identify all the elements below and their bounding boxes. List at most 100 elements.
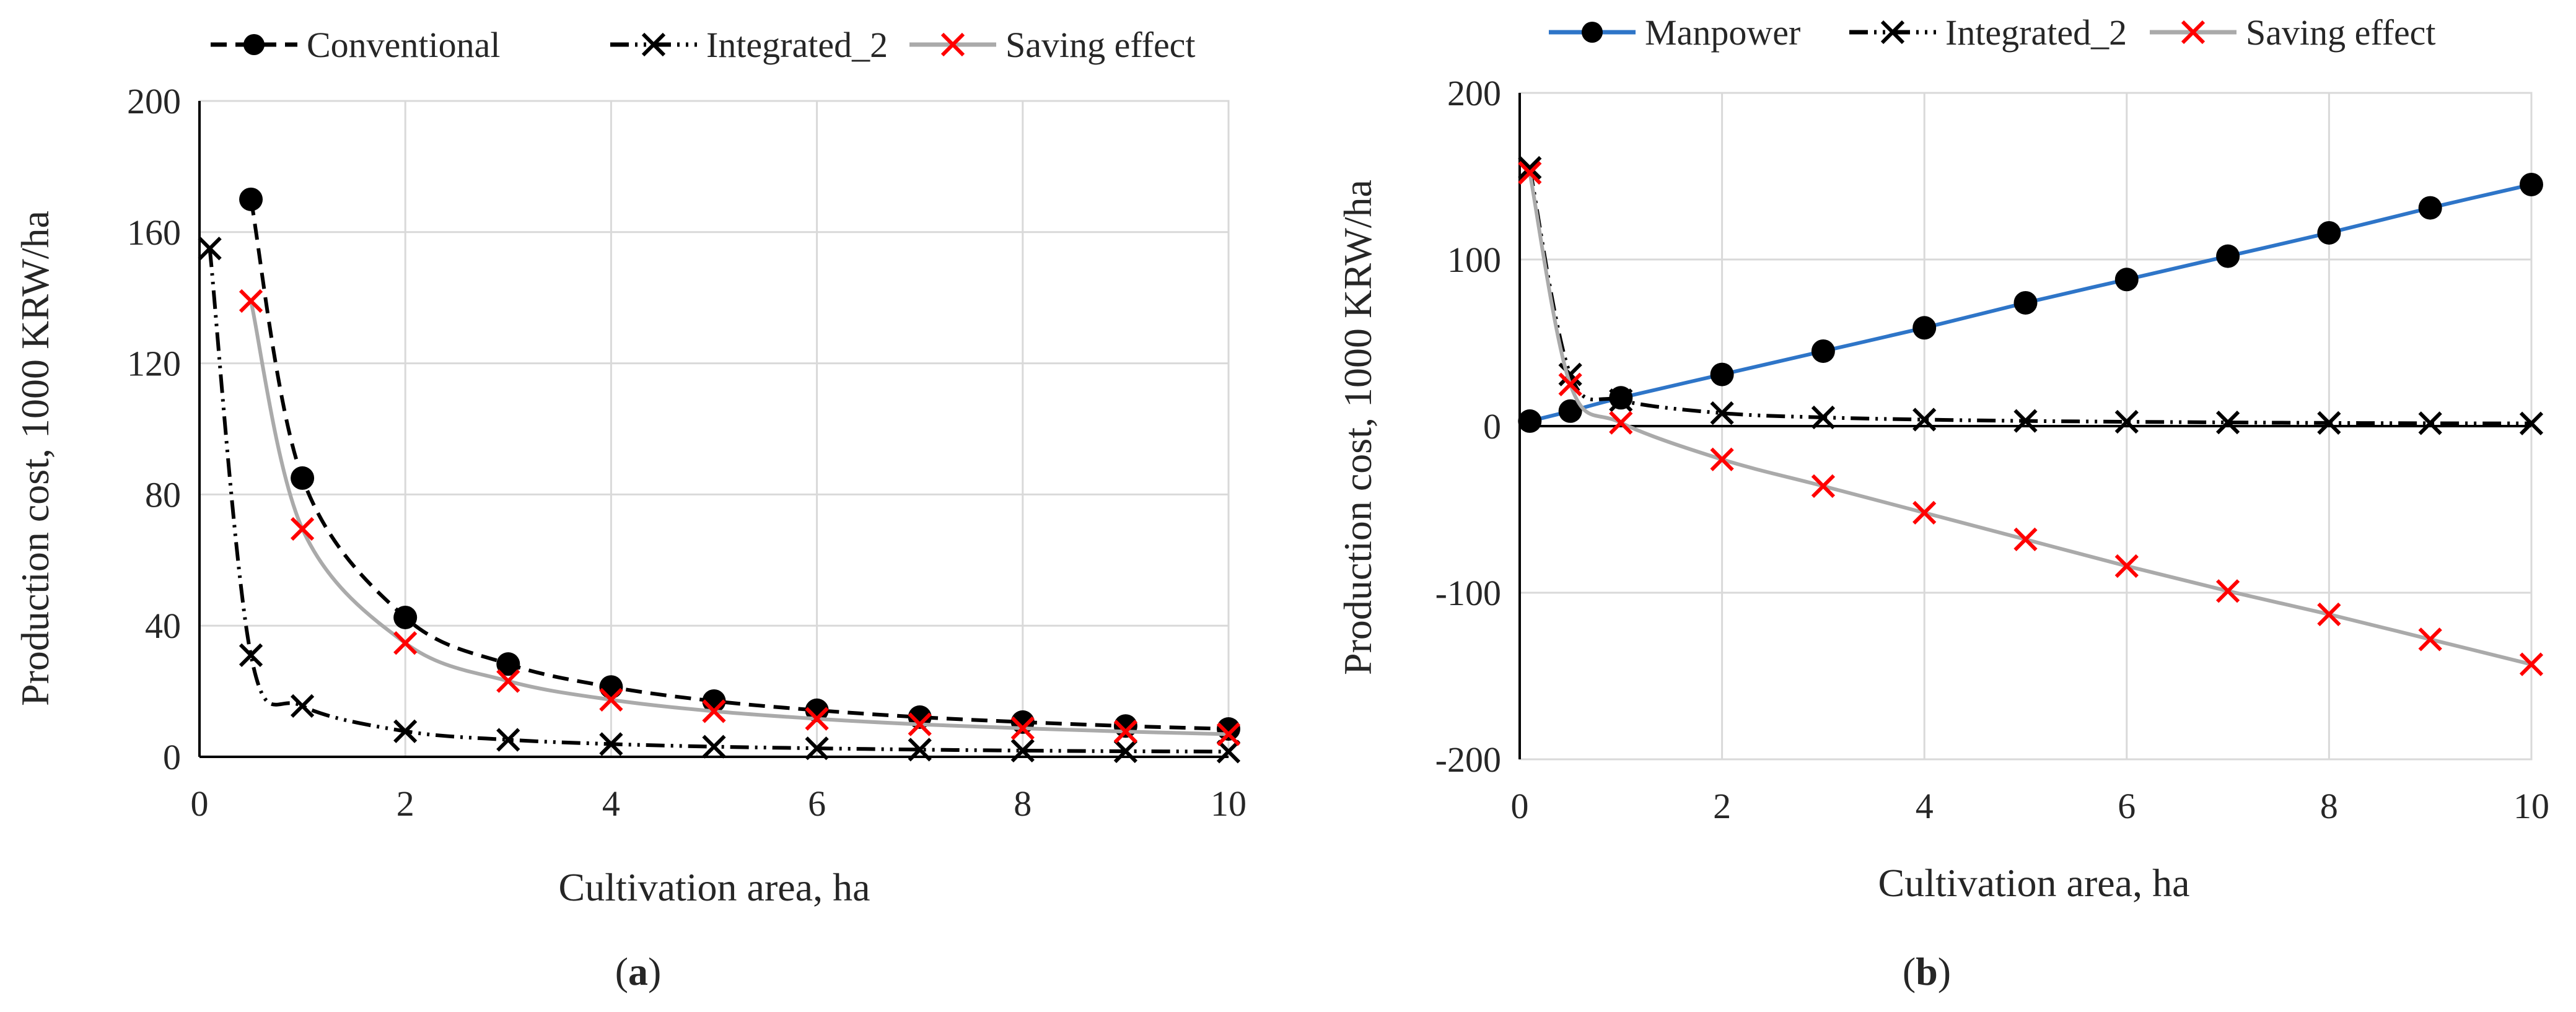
legend-saving-b-label: Saving effect [2246,12,2436,53]
data-point [702,735,726,759]
legend-manpower-label: Manpower [1645,12,1800,53]
y-tick-label: -100 [1435,573,1501,613]
panel-a-gridlines [198,100,1230,758]
panel-a-caption: (a) [615,949,662,993]
data-point [2418,627,2442,652]
series-integrated-2 [198,237,1241,764]
data-point [2418,196,2442,220]
y-tick-label: 120 [127,344,181,384]
data-point [1558,372,1582,396]
panel-b-series [1518,155,2544,676]
legend-integrated-b-marker [1880,20,1905,45]
y-tick-label: 200 [1447,73,1501,113]
data-point [1113,739,1138,764]
x-tick-label: 2 [396,783,414,824]
y-tick-label: -200 [1435,739,1501,780]
data-point [1216,722,1241,746]
panel-a-x-axis-title: Cultivation area, ha [559,865,870,909]
data-point [2317,411,2341,435]
legend-conventional-marker [243,34,265,55]
legend-saving-label: Saving effect [1005,25,1196,65]
data-point [2013,290,2038,315]
data-point [1811,339,1835,363]
y-tick-label: 100 [1447,240,1501,280]
data-point [1518,155,1542,180]
panel-a-tick-labels: 0 2 4 6 8 10 0 40 80 120 160 200 [127,81,1246,824]
y-tick-label: 80 [145,474,181,515]
data-point [805,707,829,731]
data-point [198,237,222,261]
y-tick-label: 160 [127,212,181,253]
panel-b-axes [1518,93,2531,759]
data-point [2215,410,2240,435]
data-point [1609,411,1633,435]
data-point [1010,738,1035,763]
y-tick-label: 0 [1483,406,1501,447]
data-point [702,699,726,723]
panel-b-caption: (b) [1903,949,1951,993]
data-point [1811,405,1836,430]
x-tick-label: 4 [1916,786,1934,826]
data-point [2519,652,2544,676]
data-point [599,732,623,756]
data-point [599,687,623,712]
panel-b-tick-labels: 0 2 4 6 8 10 -200 -100 0 100 200 [1435,73,2549,826]
legend-saving-b-marker [2181,20,2206,45]
panel-b-legend: Manpower Integrated_2 Saving effect [1549,12,2436,53]
data-point [239,289,263,313]
data-point [2013,409,2038,433]
series-manpower [1518,172,2543,433]
data-point [908,738,932,762]
series-line [1528,167,2532,425]
data-point [1912,316,1937,340]
data-point [1518,409,1542,433]
data-point [1558,399,1582,423]
series-line [249,199,1229,731]
data-point [290,517,315,541]
data-point [1710,401,1734,425]
panel-a-series [198,187,1241,764]
series-saving-effect [239,289,1241,746]
x-tick-label: 6 [808,783,826,824]
panel-b-x-axis-title: Cultivation area, ha [1878,861,2190,905]
series-line [1528,172,2532,666]
x-tick-label: 4 [602,783,620,824]
data-point [2013,527,2038,552]
series-saving-effect [1518,160,2544,676]
data-point [2215,579,2240,603]
series-line [1529,183,2532,423]
data-point [1912,408,1937,432]
data-point [1710,362,1734,386]
plot-border [198,100,1230,758]
data-point [290,694,315,718]
y-tick-label: 200 [127,81,181,121]
panel-a-legend: Conventional Integrated_2 Saving effect [211,25,1196,65]
data-point [2114,554,2139,578]
series-line [249,300,1229,736]
data-point [599,675,623,699]
data-point [805,736,829,761]
data-point [1811,474,1836,498]
data-point [239,643,263,667]
data-point [496,669,520,693]
data-point [1113,714,1137,738]
y-tick-label: 0 [163,737,181,777]
legend-integrated-label: Integrated_2 [706,25,888,65]
data-point [908,712,932,736]
data-point [1216,739,1241,764]
series-line [208,248,1229,754]
data-point [2216,244,2240,268]
y-tick-label: 40 [145,606,181,646]
data-point [805,698,829,722]
data-point [393,605,418,629]
x-tick-label: 0 [191,783,209,824]
data-point [1710,447,1734,471]
legend-integrated-b-label: Integrated_2 [1945,12,2127,53]
data-point [239,187,263,211]
legend-integrated-marker [641,32,666,57]
legend-saving-marker [940,32,965,57]
data-point [1518,160,1542,185]
data-point [1609,388,1633,412]
data-point [2317,220,2341,245]
